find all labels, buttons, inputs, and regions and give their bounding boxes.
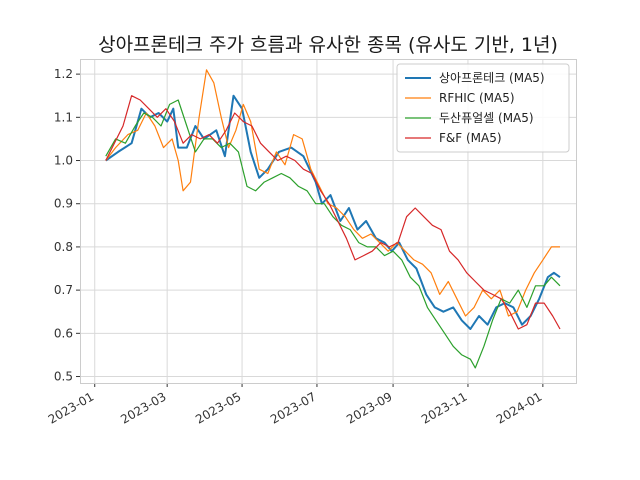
y-tick-label: 0.8 xyxy=(54,240,73,254)
grid-lines xyxy=(80,59,576,383)
y-axis-ticks: 0.5 0.6 0.7 0.8 0.9 1.0 1.1 1.2 xyxy=(54,67,80,384)
legend: 상아프론테크 (MA5) RFHIC (MA5) 두산퓨얼셀 (MA5) F&F (M… xyxy=(396,63,570,153)
plot-frame xyxy=(80,59,577,384)
legend-box xyxy=(396,63,570,153)
legend-label: 상아프론테크 (MA5) xyxy=(439,71,545,85)
legend-label: 두산퓨얼셀 (MA5) xyxy=(439,111,534,125)
y-tick-label: 0.5 xyxy=(54,370,73,384)
y-tick-label: 1.1 xyxy=(54,110,73,124)
series-lines xyxy=(105,69,561,369)
y-tick-label: 1.2 xyxy=(54,67,73,81)
y-tick-label: 0.7 xyxy=(54,283,73,297)
chart-title: 상아프론테크 주가 흐름과 유사한 종목 (유사도 기반, 1년) xyxy=(98,34,558,56)
y-tick-label: 0.6 xyxy=(54,326,73,340)
series-line-3 xyxy=(105,95,561,330)
y-tick-label: 1.0 xyxy=(54,154,73,168)
legend-label: RFHIC (MA5) xyxy=(439,91,515,105)
y-tick-label: 0.9 xyxy=(54,197,73,211)
series-line-0 xyxy=(105,94,561,330)
legend-label: F&F (MA5) xyxy=(439,131,502,145)
series-line-1 xyxy=(105,69,560,317)
